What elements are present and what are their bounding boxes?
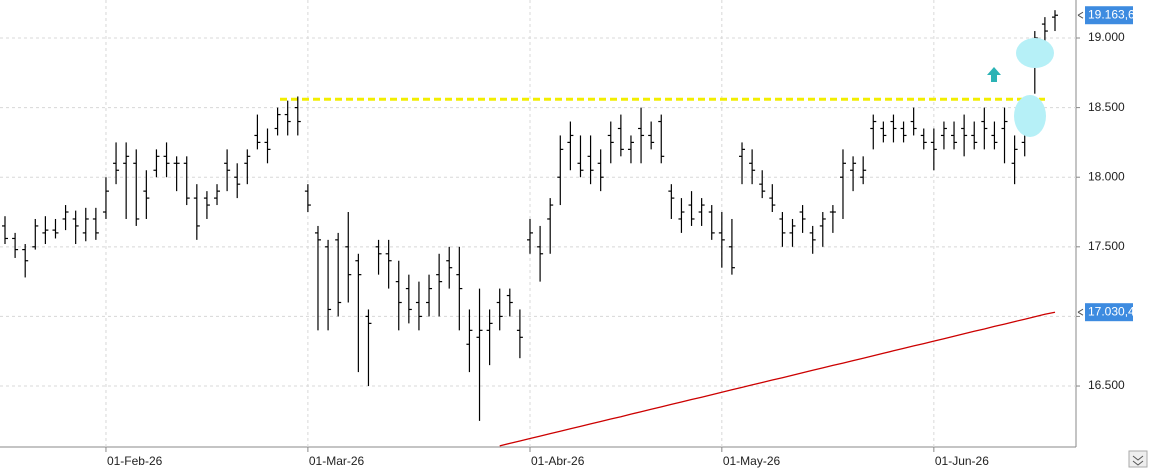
scroll-icon: [1132, 455, 1144, 466]
x-tick-label: 01-Mar-26: [309, 454, 365, 468]
plot: 16.50017.00017.50018.00018.50019.00001-F…: [0, 0, 1125, 468]
scroll-button[interactable]: [1128, 450, 1148, 468]
price-tag: [1085, 303, 1133, 322]
y-tick-label: 17.500: [1088, 239, 1125, 253]
highlight: [1014, 95, 1046, 137]
moving-average: [499, 311, 1056, 447]
price-tag-label: 19.163,6: [1088, 7, 1135, 21]
y-tick-label: 18.500: [1088, 100, 1125, 114]
x-tick-label: 01-Jun-26: [935, 454, 989, 468]
y-tick-label: 19.000: [1088, 30, 1125, 44]
y-tick-label: 16.500: [1088, 378, 1125, 392]
arrow-up: [987, 67, 1001, 82]
x-tick-label: 01-Feb-26: [107, 454, 163, 468]
x-tick-label: 01-May-26: [723, 454, 781, 468]
y-tick-label: 18.000: [1088, 169, 1125, 183]
price-pointer: [1077, 308, 1084, 316]
price-pointer: [1077, 11, 1084, 19]
highlight: [1016, 38, 1054, 68]
price-tag: [1085, 6, 1133, 25]
x-tick-label: 01-Abr-26: [531, 454, 585, 468]
price-tag-label: 17.030,4: [1088, 304, 1135, 318]
